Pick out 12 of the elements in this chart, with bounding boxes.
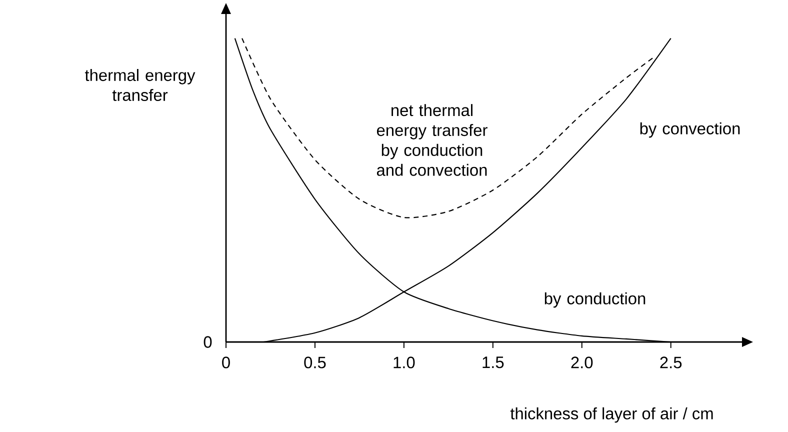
series-label: net thermal energy transfer by conduction and convection [376, 104, 488, 176]
x-tick-label: 0.5 [304, 356, 326, 368]
x-tick-label: 2.0 [571, 356, 593, 368]
x-tick-label: 2.5 [660, 356, 682, 368]
series-label: by conduction [544, 292, 646, 308]
x-tick-label: 1.0 [394, 356, 415, 368]
series-label: by convection [640, 122, 740, 138]
x-axis-title: thickness of layer of air / cm [510, 407, 713, 423]
x-tick-label: 0 [222, 356, 230, 368]
y-axis-title: thermal energy transfer [84, 69, 196, 101]
x-tick-label: 1.5 [482, 356, 504, 368]
text: 0 [204, 336, 212, 348]
